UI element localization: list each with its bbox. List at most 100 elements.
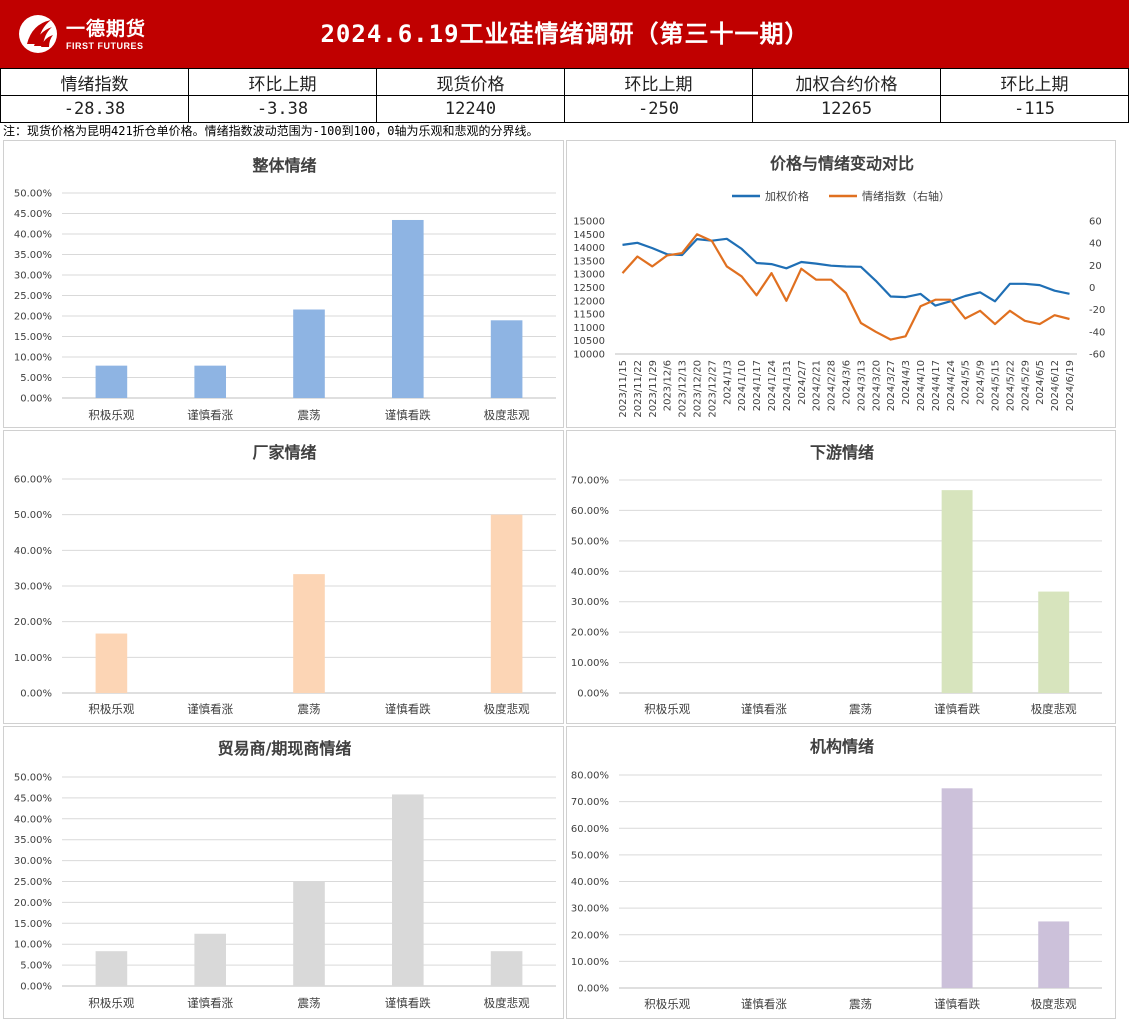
right-y-tick-label: -40 [1089, 327, 1105, 338]
series-line [622, 237, 1070, 307]
x-tick-label: 2023/12/13 [678, 360, 689, 418]
bar [194, 365, 227, 398]
logo-subname: FIRST FUTURES [66, 41, 144, 51]
report-title: 2024.6.19工业硅情绪调研（第三十一期） [320, 20, 810, 48]
chart-downstream-sentiment: 下游情绪 0.00% 10.00% 20.00% 30.00% 40.00% 50.00% 6… [566, 430, 1116, 724]
chart-title: 贸易商/期现商情绪 [218, 739, 352, 758]
bar [293, 881, 325, 986]
y-tick-label: 0.00% [577, 984, 609, 995]
y-tick-label: 50.00% [571, 850, 609, 861]
summary-header-weighted-change: 环比上期 [940, 68, 1129, 96]
y-tick-label: 80.00% [571, 771, 609, 782]
chart-trader-svg: 贸易商/期现商情绪 0.00% 5.00% 10.00% 15.00% 20.00% 25.… [14, 739, 556, 1010]
left-y-tick-label: 15000 [573, 217, 605, 228]
right-y-tick-label: -20 [1089, 305, 1105, 316]
category-label: 积极乐观 [644, 702, 690, 716]
chart-overall-svg: 整体情绪 0.00% 5.00% 10.00% 15.00% 20.00% 25.00% 30… [14, 156, 556, 422]
chart-title: 机构情绪 [810, 737, 874, 756]
summary-header-sentiment-change: 环比上期 [188, 68, 377, 96]
bar [293, 574, 325, 693]
left-y-tick-label: 10500 [573, 336, 605, 347]
category-label: 谨慎看跌 [385, 408, 431, 422]
y-tick-label: 60.00% [571, 506, 609, 517]
bar [293, 309, 325, 398]
y-tick-label: 70.00% [571, 476, 609, 487]
y-tick-label: 5.00% [20, 373, 52, 384]
y-tick-label: 0.00% [577, 689, 609, 700]
left-y-tick-label: 11000 [573, 323, 605, 334]
bar [95, 633, 128, 693]
category-label: 极度悲观 [484, 408, 530, 422]
category-label: 极度悲观 [484, 702, 530, 716]
bar [391, 794, 424, 986]
category-label: 震荡 [298, 702, 321, 716]
chart-trader-sentiment: 贸易商/期现商情绪 0.00% 5.00% 10.00% 15.00% 20.00% 25.… [3, 726, 564, 1019]
y-tick-label: 45.00% [14, 793, 52, 804]
summary-header-weighted-price: 加权合约价格 [752, 68, 941, 96]
y-tick-label: 45.00% [14, 209, 52, 220]
summary-value-weighted-change: -115 [940, 95, 1129, 123]
x-tick-label: 2024/2/21 [812, 360, 823, 411]
x-tick-label: 2024/4/3 [901, 360, 912, 405]
y-tick-label: 35.00% [14, 250, 52, 261]
summary-value-sentiment-index: -28.38 [0, 95, 189, 123]
x-tick-label: 2023/11/22 [633, 360, 644, 418]
series-line [621, 233, 1070, 341]
y-tick-label: 70.00% [571, 797, 609, 808]
y-tick-label: 30.00% [571, 597, 609, 608]
y-tick-label: 30.00% [14, 271, 52, 282]
x-tick-label: 2024/5/15 [991, 360, 1002, 411]
x-tick-label: 2024/4/10 [916, 360, 927, 411]
chart-title: 价格与情绪变动对比 [770, 154, 914, 173]
category-label: 震荡 [849, 997, 872, 1011]
category-label: 极度悲观 [484, 996, 530, 1010]
x-tick-label: 2024/1/31 [782, 360, 793, 411]
y-tick-label: 10.00% [571, 658, 609, 669]
x-tick-label: 2024/5/9 [976, 360, 987, 405]
y-tick-label: 50.00% [14, 189, 52, 200]
y-tick-label: 20.00% [571, 628, 609, 639]
logo-name: 一德期货 [66, 18, 147, 40]
x-tick-label: 2024/1/24 [767, 360, 778, 411]
right-y-tick-label: -60 [1089, 350, 1105, 361]
legend-label: 加权价格 [765, 189, 809, 203]
logo-emblem-icon [19, 15, 57, 53]
y-tick-label: 20.00% [14, 617, 52, 628]
chart-title: 整体情绪 [251, 156, 316, 175]
chart-overall-sentiment: 整体情绪 0.00% 5.00% 10.00% 15.00% 20.00% 25.00% 30… [3, 140, 564, 428]
bar [1038, 921, 1070, 988]
bar [194, 933, 227, 986]
y-tick-label: 40.00% [14, 546, 52, 557]
x-tick-label: 2023/12/27 [707, 360, 718, 418]
y-tick-label: 10.00% [571, 957, 609, 968]
y-tick-label: 20.00% [14, 898, 52, 909]
left-y-tick-label: 11500 [573, 310, 605, 321]
right-y-tick-label: 60 [1089, 217, 1102, 228]
y-tick-label: 0.00% [20, 982, 52, 993]
legend-label: 情绪指数（右轴） [862, 189, 950, 203]
y-tick-label: 10.00% [14, 653, 52, 664]
category-label: 谨慎看涨 [741, 997, 787, 1011]
chart-title: 下游情绪 [810, 443, 874, 462]
category-label: 谨慎看涨 [741, 702, 787, 716]
category-label: 震荡 [298, 996, 321, 1010]
summary-header-spot-change: 环比上期 [564, 68, 753, 96]
y-tick-label: 10.00% [14, 353, 52, 364]
x-tick-label: 2024/3/13 [856, 360, 867, 411]
summary-table: 情绪指数 环比上期 现货价格 环比上期 加权合约价格 环比上期 -28.38 -… [0, 68, 1129, 123]
x-tick-label: 2023/11/15 [618, 360, 629, 418]
y-tick-label: 20.00% [14, 312, 52, 323]
bar [941, 490, 973, 693]
y-tick-label: 20.00% [571, 930, 609, 941]
x-tick-label: 2023/11/29 [648, 360, 659, 418]
chart-downstream-svg: 下游情绪 0.00% 10.00% 20.00% 30.00% 40.00% 50.00% 6… [571, 443, 1102, 716]
y-tick-label: 5.00% [20, 961, 52, 972]
bar [490, 951, 523, 986]
bar [490, 514, 523, 693]
x-tick-label: 2024/2/7 [797, 360, 808, 405]
x-tick-label: 2024/6/5 [1035, 360, 1046, 405]
x-tick-label: 2024/4/24 [946, 360, 957, 411]
bar [95, 365, 128, 398]
bar [391, 219, 424, 398]
y-tick-label: 40.00% [14, 230, 52, 241]
